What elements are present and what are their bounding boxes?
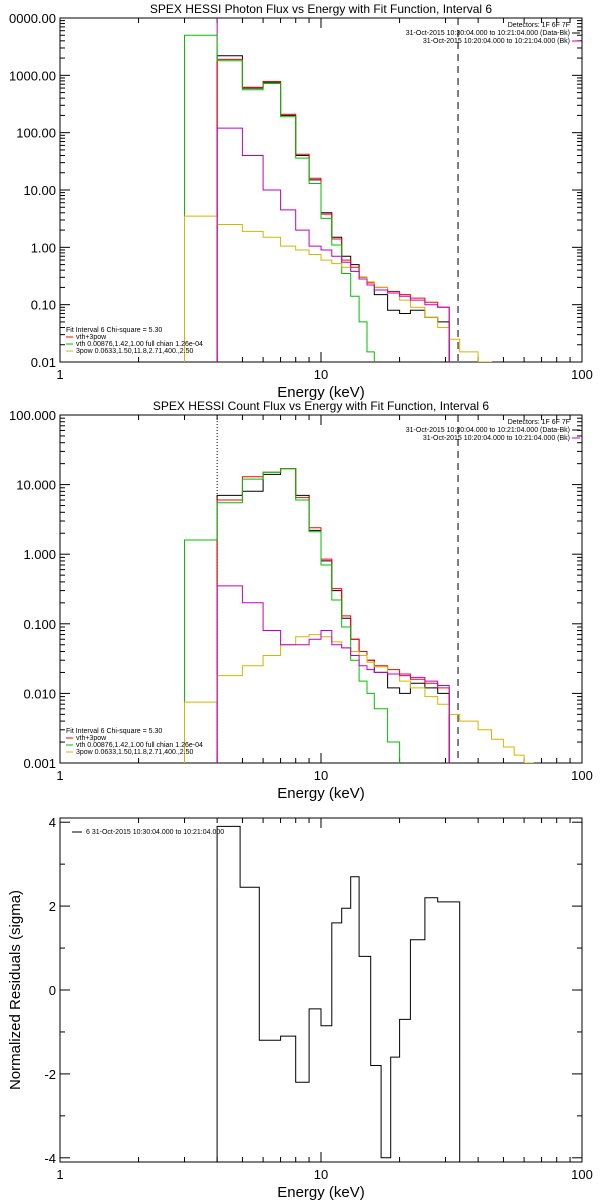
chart-panel-1: SPEX HESSI Photon Flux vs Energy with Fi… [9, 2, 593, 401]
legend-residual-label: 6 31-Oct-2015 10:30:04.000 to 10:21:04.0… [86, 829, 224, 836]
y-tick-label: 0.01 [31, 355, 56, 370]
plot-area [184, 18, 492, 362]
series-line-3pow [184, 215, 492, 362]
x-axis-label: Energy (keV) [277, 384, 365, 401]
chart-title: SPEX HESSI Photon Flux vs Energy with Fi… [150, 2, 492, 16]
legend-bottomleft: Fit Interval 6 Chi-square = 5.30vth+3pow… [66, 327, 203, 355]
y-tick-label: 100.000 [9, 408, 56, 423]
x-tick-label: 1 [56, 367, 63, 382]
series-line-vth [184, 34, 375, 362]
y-tick-label: 1.000 [23, 547, 56, 562]
y-tick-label: 0.010 [23, 686, 56, 701]
legend-entry: vth+3pow [76, 334, 107, 341]
plot-frame [59, 817, 583, 1163]
x-tick-label: 10 [314, 768, 328, 783]
legend-bk: 31-Oct-2015 10:20:04.000 to 10:21:04.000… [423, 435, 570, 442]
legend-detectors: Detectors: 1F 6F 7F [508, 22, 570, 29]
x-tick-label: 10 [314, 367, 328, 382]
chart-panel-3: 1 10 100 Energy (keV) -4 -2 0 2 4 Normalized Resi… [7, 815, 593, 1200]
legend-detectors: Detectors: 1F 6F 7F [508, 419, 570, 426]
y-tick-label: 100.00 [16, 126, 56, 141]
y-tick-label: 0000.00 [9, 11, 56, 26]
x-tick-label: 1 [56, 768, 63, 783]
series-line-vth [184, 468, 401, 763]
plot-area [216, 825, 461, 1162]
y-tick-label: 0.10 [31, 298, 56, 313]
legend-data-bk: 31-Oct-2015 10:30:04.000 to 10:21:04.000… [406, 427, 570, 434]
y-tick-label: 1.00 [31, 240, 56, 255]
legend-entry: vth 0.00876,1.42,1.00 full chian 1.26e-0… [76, 742, 203, 749]
series-line-bk [216, 127, 450, 362]
x-tick-label: 100 [571, 1167, 593, 1182]
y-tick-label: 0.001 [23, 756, 56, 771]
y-tick-label: 0 [49, 983, 56, 998]
legend-bk: 31-Oct-2015 10:20:04.000 to 10:21:04.000… [423, 38, 570, 45]
chart-panel-2: SPEX HESSI Count Flux vs Energy with Fit… [9, 399, 593, 802]
legend-fit-header: Fit Interval 6 Chi-square = 5.30 [66, 728, 162, 735]
y-tick-label: 10.000 [16, 478, 56, 493]
series-line-6-31-oct-2015-10-30-04-000-to-10-21-04-000 [216, 825, 461, 1162]
series-line-data-bk [216, 55, 450, 362]
y-tick-label: 1000.00 [9, 68, 56, 83]
y-tick-label: 2 [49, 899, 56, 914]
y-tick-label: 10.00 [23, 183, 56, 198]
y-axis-label: Normalized Residuals (sigma) [7, 890, 24, 1090]
legend-residuals: 6 31-Oct-2015 10:30:04.000 to 10:21:04.0… [72, 829, 224, 836]
legend-fit-header: Fit Interval 6 Chi-square = 5.30 [66, 327, 162, 334]
y-tick-label: -4 [44, 1151, 56, 1166]
x-axis-label: Energy (keV) [277, 785, 365, 802]
plot-frame [59, 414, 583, 764]
x-tick-label: 100 [571, 768, 593, 783]
series-line-vth-3pow [216, 58, 450, 362]
plot-area [184, 415, 534, 763]
legend-entry: 3pow 0.0633,1.50,11.8,2.71,400.,2.50 [76, 348, 194, 355]
y-tick-label: 4 [49, 815, 56, 830]
y-tick-label: -2 [44, 1067, 56, 1082]
legend-entry: vth 0.00876,1.42,1.00 full chian 1.26e-0… [76, 341, 203, 348]
series-line-data-bk [216, 468, 450, 763]
x-tick-label: 10 [314, 1167, 328, 1182]
legend-entry: 3pow 0.0633,1.50,11.8,2.71,400.,2.50 [76, 749, 194, 756]
chart-title: SPEX HESSI Count Flux vs Energy with Fit… [153, 399, 489, 413]
x-axis-label: Energy (keV) [277, 1184, 365, 1200]
series-line-vth-3pow [216, 468, 450, 763]
y-tick-label: 0.100 [23, 617, 56, 632]
x-tick-label: 1 [56, 1167, 63, 1182]
series-line-3pow [184, 634, 534, 763]
legend-data-bk: 31-Oct-2015 10:30:04.000 to 10:21:04.000… [406, 30, 570, 37]
legend-entry: vth+3pow [76, 735, 107, 742]
series-line-bk [216, 585, 450, 763]
x-tick-label: 100 [571, 367, 593, 382]
legend-bottomleft: Fit Interval 6 Chi-square = 5.30vth+3pow… [66, 728, 203, 756]
